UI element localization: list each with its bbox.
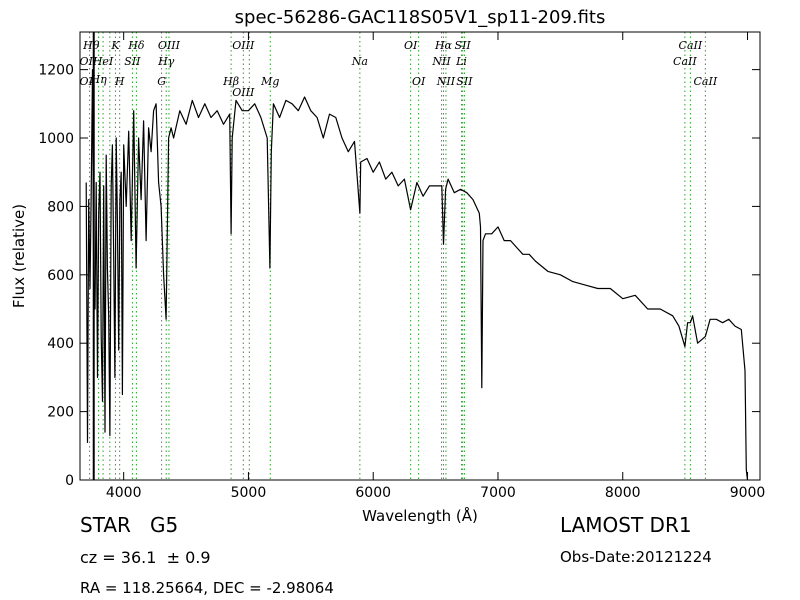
survey-name: LAMOST DR1 [560,513,692,537]
object-class: STAR G5 [80,513,179,537]
line-label: Hγ [157,55,175,68]
y-tick-label: 400 [47,336,74,352]
line-label: NII [431,55,451,68]
line-label: HeI [92,55,114,68]
line-label: Hδ [127,39,145,52]
spectrum-series [85,32,749,481]
line-label: SII [455,39,472,52]
line-label: OIII [232,86,255,99]
line-label: OI [412,75,426,88]
y-axis-label: Flux (relative) [10,204,28,308]
line-label: Na [351,55,368,68]
line-label: CaII [679,39,703,52]
y-tick-label: 800 [47,199,74,215]
coordinates-readout: RA = 118.25664, DEC = -2.98064 [80,579,334,597]
line-label: H [114,75,125,88]
line-label: OI [404,39,418,52]
line-markers [89,32,706,480]
y-tick-label: 200 [47,405,74,421]
y-tick-label: 1000 [38,131,74,147]
spectrum-line [85,68,749,481]
line-label: Li [455,55,467,68]
x-tick-label: 8000 [605,485,641,501]
x-axis-label: Wavelength (Å) [362,506,478,525]
line-label: Hθ [82,39,100,52]
y-tick-label: 0 [65,473,74,489]
x-tick-label: 5000 [231,485,267,501]
line-label: SII [124,55,141,68]
line-label: Mg [260,75,279,88]
line-label: OIII [232,39,255,52]
y-tick-label: 1200 [38,63,74,79]
line-label: OIII [158,39,181,52]
x-tick-label: 7000 [480,485,516,501]
x-tick-label: 6000 [355,485,391,501]
y-tick-label: 600 [47,268,74,284]
x-tick-label: 9000 [730,485,766,501]
line-label: NII [436,75,456,88]
line-label: SII [456,75,473,88]
line-label: Hα [434,39,453,52]
line-label: G [157,75,166,88]
line-label: OI [80,55,94,68]
line-label: OI [80,75,94,88]
x-tick-label: 4000 [106,485,142,501]
axis-ticks: 4000 5000 6000 7000 8000 9000 0 200 400 600 800 100… [38,32,765,501]
line-label: K [110,39,120,52]
observation-date: Obs-Date:20121224 [560,548,712,566]
chart-title: spec-56286-GAC118S05V1_sp11-209.fits [235,7,606,28]
line-label: Hβ [222,75,239,88]
line-label: CaII [694,75,718,88]
redshift-readout: cz = 36.1 ± 0.9 [80,548,211,567]
plot-frame [79,31,761,481]
line-label: CaII [673,55,697,68]
